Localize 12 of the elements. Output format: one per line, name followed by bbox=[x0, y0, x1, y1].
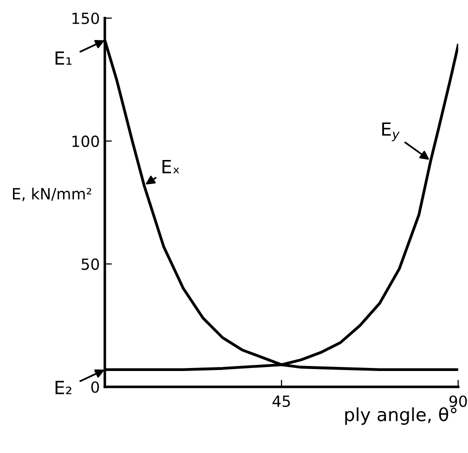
series-label: Eₓ bbox=[162, 160, 180, 174]
y-tick-label: 150 bbox=[72, 12, 99, 24]
series-label: E$_{y}$ bbox=[382, 122, 400, 142]
y-axis-title: E, kN/mm² bbox=[12, 188, 92, 202]
annotation: E₂ bbox=[56, 380, 72, 394]
y-tick-label: 0 bbox=[91, 381, 99, 393]
annotation: E₁ bbox=[56, 52, 72, 65]
y-tick-label: 50 bbox=[82, 258, 99, 270]
y-tick-label: 100 bbox=[72, 136, 99, 148]
x-axis-title: ply angle, θ° bbox=[345, 407, 456, 425]
x-tick-label: 90 bbox=[449, 395, 467, 408]
x-tick-label: 45 bbox=[272, 396, 290, 408]
